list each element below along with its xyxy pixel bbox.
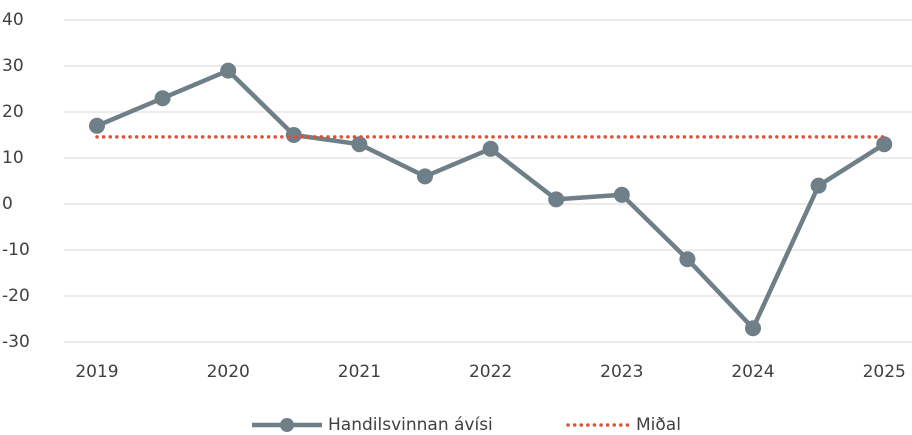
y-tick-label: 0 bbox=[2, 194, 13, 214]
data-point bbox=[220, 62, 237, 79]
legend-label: Miðal bbox=[636, 415, 681, 435]
data-point bbox=[89, 117, 105, 134]
data-point bbox=[745, 320, 761, 337]
data-line bbox=[94, 68, 887, 331]
x-tick-label: 2020 bbox=[207, 362, 250, 382]
data-point bbox=[154, 90, 171, 107]
data-point bbox=[876, 136, 893, 153]
y-tick-label: 30 bbox=[2, 56, 24, 76]
data-point bbox=[482, 140, 499, 157]
x-tick-label: 2021 bbox=[338, 362, 381, 382]
data-point bbox=[810, 177, 827, 194]
data-point bbox=[679, 251, 696, 268]
x-tick-label: 2022 bbox=[469, 362, 512, 382]
y-tick-label: 20 bbox=[2, 102, 24, 122]
legend-label: Handilsvinnan ávísi bbox=[328, 415, 493, 435]
y-tick-label: 10 bbox=[2, 148, 24, 168]
data-point bbox=[548, 191, 565, 208]
data-point bbox=[613, 186, 630, 203]
data-point bbox=[351, 136, 368, 153]
data-point bbox=[417, 168, 433, 185]
y-tick-label: -30 bbox=[2, 332, 30, 352]
data-point bbox=[285, 127, 302, 143]
x-tick-label: 2023 bbox=[600, 362, 643, 382]
x-tick-label: 2025 bbox=[863, 362, 906, 382]
x-tick-label: 2024 bbox=[731, 362, 774, 382]
x-tick-label: 2019 bbox=[75, 362, 118, 382]
legend-marker bbox=[280, 418, 294, 432]
y-tick-label: -20 bbox=[2, 286, 30, 306]
y-tick-label: -10 bbox=[2, 240, 30, 260]
y-tick-label: 40 bbox=[2, 10, 24, 30]
